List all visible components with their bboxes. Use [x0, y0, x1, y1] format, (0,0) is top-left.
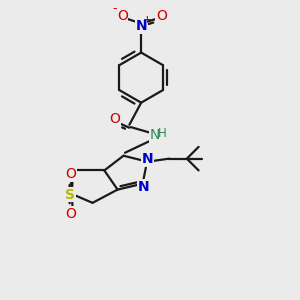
Text: O: O	[66, 207, 76, 221]
Text: N: N	[142, 152, 154, 166]
Text: H: H	[158, 127, 167, 140]
Text: N: N	[138, 180, 150, 194]
Text: O: O	[109, 112, 120, 127]
Text: N: N	[135, 19, 147, 33]
Text: S: S	[65, 188, 75, 202]
Text: O: O	[66, 167, 76, 181]
Text: +: +	[143, 15, 152, 25]
Text: -: -	[113, 2, 117, 16]
Text: O: O	[156, 9, 167, 23]
Text: O: O	[117, 9, 128, 23]
Text: N: N	[149, 128, 160, 142]
